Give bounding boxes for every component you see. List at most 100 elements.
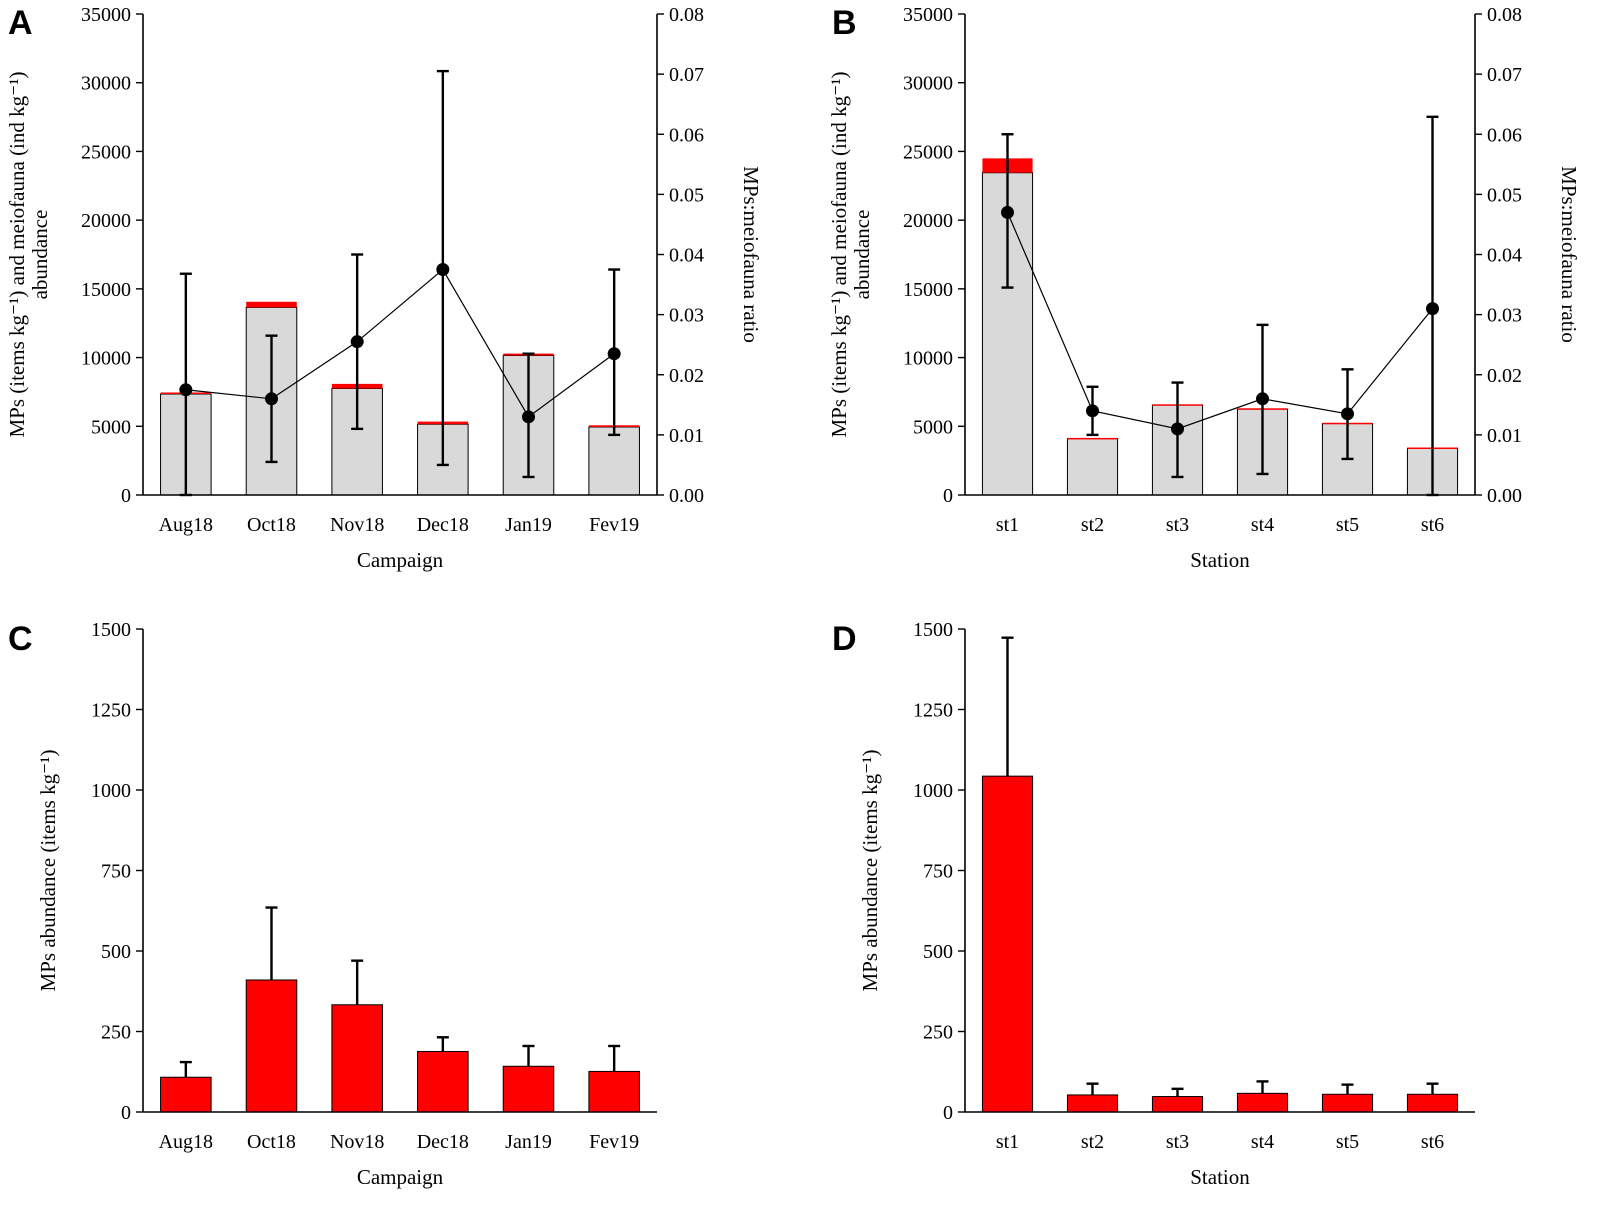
y-tick-label: 20000	[81, 210, 131, 232]
panel-c: C 0 250 500 750 1000 1250 1500 Aug18 Oct18 Nov18 De…	[8, 619, 657, 1189]
panel-letter: C	[8, 620, 33, 658]
panel-b: B 0 5000 10000 15000 20000 25000 30000 35000 st1 s…	[827, 4, 1581, 572]
panel-letter: A	[8, 4, 33, 42]
y-tick-label: 30000	[81, 73, 131, 95]
ratio-point	[436, 263, 450, 277]
x-tick-label: Dec18	[417, 1131, 469, 1153]
mps-bar	[245, 979, 298, 1113]
y-tick-label: 25000	[903, 141, 953, 163]
y2-tick-label: 0.04	[1487, 245, 1522, 267]
y2-tick-label: 0.05	[669, 184, 704, 206]
x-axis-title: Station	[1190, 548, 1250, 572]
x-tick-label: Jan19	[505, 1131, 552, 1153]
y-tick-label: 1500	[91, 619, 131, 641]
x-tick-label: st2	[1081, 514, 1104, 536]
y-tick-label: 1250	[913, 700, 953, 722]
mps-bar	[1066, 1094, 1119, 1113]
y2-tick-label: 0.00	[1487, 485, 1522, 507]
panel-letter: B	[832, 4, 857, 42]
x-tick-label: Fev19	[589, 1131, 639, 1153]
x-axis-title: Station	[1190, 1165, 1250, 1189]
mps-bar-segment	[1067, 437, 1118, 440]
ratio-line	[185, 268, 615, 418]
panel-letter: D	[832, 620, 857, 658]
mps-bar	[1321, 1093, 1374, 1113]
x-tick-label: st6	[1421, 1131, 1444, 1153]
ratio-point	[1341, 407, 1354, 421]
x-tick-label: st1	[996, 514, 1019, 536]
x-tick-label: st1	[996, 1131, 1019, 1153]
y-axis-title: MPs (items kg⁻¹) and meiofauna (ind kg⁻¹…	[5, 71, 29, 437]
y-tick-label: 15000	[81, 279, 131, 301]
y-tick-label: 15000	[903, 279, 953, 301]
y2-tick-label: 0.01	[1487, 425, 1522, 447]
x-tick-label: st5	[1336, 514, 1359, 536]
y2-tick-label: 0.08	[669, 4, 704, 26]
y-tick-label: 1500	[913, 619, 953, 641]
mps-bar	[502, 1065, 555, 1113]
mps-bar	[981, 775, 1034, 1113]
x-tick-label: Oct18	[247, 1131, 296, 1153]
ratio-point	[265, 392, 278, 406]
ratio-point	[1426, 302, 1439, 316]
y-axis-title: MPs abundance (items kg⁻¹)	[858, 750, 882, 992]
x-tick-label: st4	[1251, 514, 1274, 536]
y2-tick-label: 0.01	[669, 425, 704, 447]
y2-tick-label: 0.06	[669, 124, 704, 146]
x-tick-label: Dec18	[417, 514, 469, 536]
y2-tick-label: 0.02	[1487, 365, 1522, 387]
y-axis-title: MPs (items kg⁻¹) and meiofauna (ind kg⁻¹…	[827, 71, 851, 437]
mps-bar	[331, 1004, 383, 1113]
y-tick-label: 0	[943, 1102, 953, 1124]
ratio-point	[1256, 392, 1269, 406]
meiofauna-bar	[588, 426, 640, 496]
ratio-point	[522, 410, 535, 424]
y-tick-label: 20000	[903, 210, 953, 232]
y-tick-label: 0	[121, 485, 131, 507]
x-tick-label: st5	[1336, 1131, 1359, 1153]
y-tick-label: 10000	[81, 348, 131, 370]
y-tick-label: 250	[101, 1022, 131, 1044]
y-tick-label: 0	[121, 1102, 131, 1124]
y-tick-label: 25000	[81, 141, 131, 163]
mps-bar	[1406, 1093, 1459, 1113]
y-axis-title-line2: abundance	[850, 210, 874, 300]
y2-tick-label: 0.05	[1487, 184, 1522, 206]
x-tick-label: st4	[1251, 1131, 1274, 1153]
panel-d: D 0 250 500 750 1000 1250 1500 st1 st2 st3 st4 st5 st…	[832, 619, 1475, 1189]
y2-tick-label: 0.03	[669, 305, 704, 327]
y-tick-label: 250	[923, 1022, 953, 1044]
mps-bar-segment	[246, 301, 297, 308]
ratio-point	[179, 383, 193, 397]
y2-tick-label: 0.08	[1487, 4, 1522, 26]
y2-tick-label: 0.07	[669, 64, 704, 86]
ratio-point	[1086, 404, 1099, 418]
y-tick-label: 500	[101, 941, 131, 963]
y-tick-label: 5000	[913, 416, 953, 438]
x-tick-label: st3	[1166, 1131, 1189, 1153]
y-axis-title: MPs abundance (items kg⁻¹)	[36, 750, 60, 992]
x-tick-label: st2	[1081, 1131, 1104, 1153]
y2-axis-title: MPs:meiofauna ratio	[1557, 166, 1581, 343]
y-tick-label: 30000	[903, 73, 953, 95]
ratio-point	[350, 335, 364, 349]
x-tick-label: st6	[1421, 514, 1444, 536]
x-axis-title: Campaign	[357, 1165, 444, 1189]
y2-tick-label: 0.04	[669, 245, 704, 267]
y-tick-label: 5000	[91, 416, 131, 438]
y2-tick-label: 0.00	[669, 485, 704, 507]
y-tick-label: 750	[923, 861, 953, 883]
mps-bar	[1236, 1092, 1289, 1113]
y-tick-label: 1250	[91, 700, 131, 722]
ratio-point	[607, 347, 621, 361]
y2-tick-label: 0.07	[1487, 64, 1522, 86]
panel-a: A 0 5000 10000 15000 20000 25000 30000 35000 Aug1…	[5, 4, 763, 572]
y-tick-label: 35000	[903, 4, 953, 26]
x-axis-title: Campaign	[357, 548, 444, 572]
x-tick-label: Nov18	[330, 514, 384, 536]
y-tick-label: 10000	[903, 348, 953, 370]
x-tick-label: Oct18	[247, 514, 296, 536]
y-tick-label: 500	[923, 941, 953, 963]
x-tick-label: st3	[1166, 514, 1189, 536]
